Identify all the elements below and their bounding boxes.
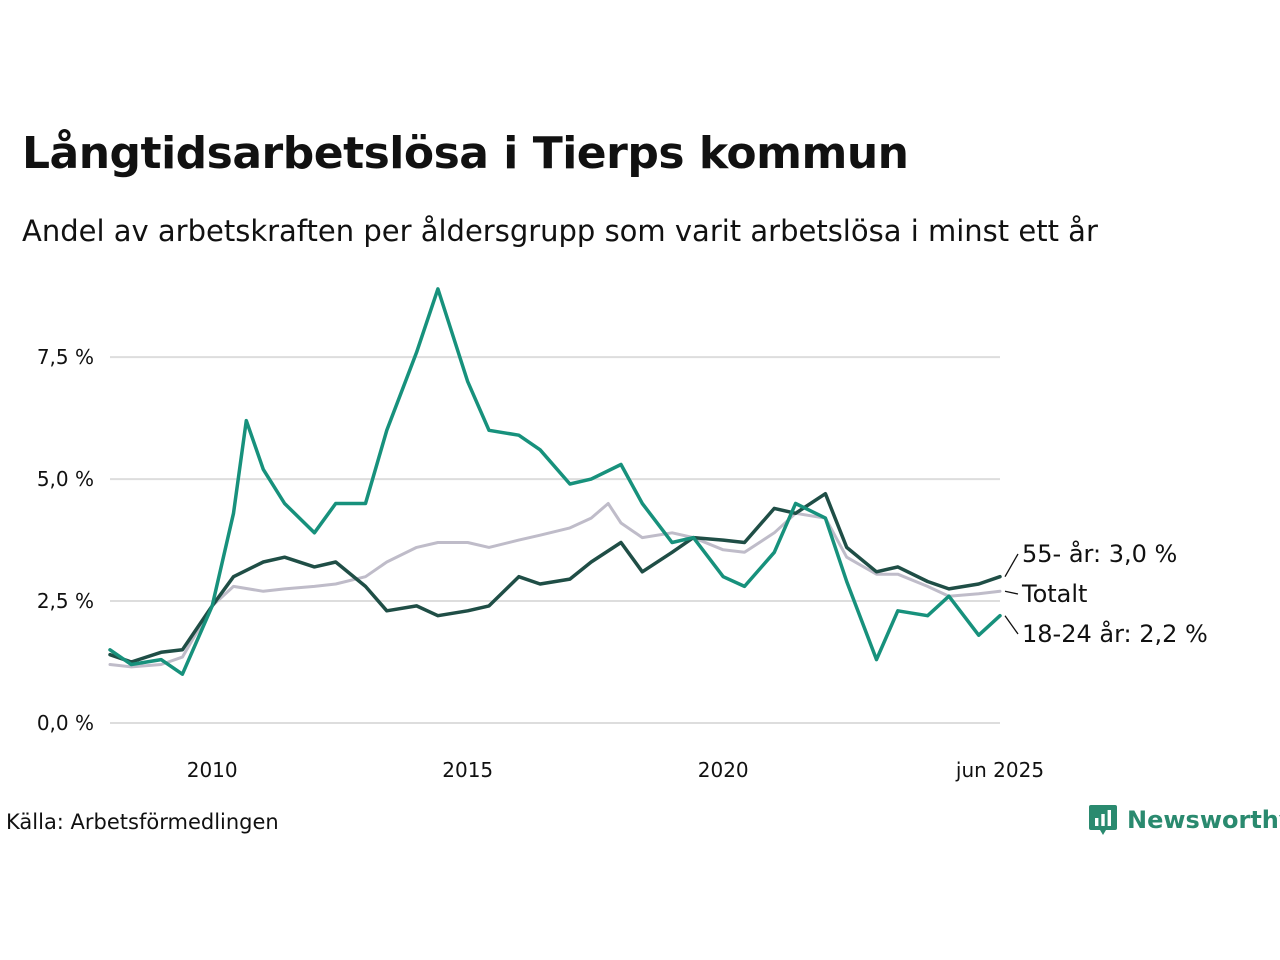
chart-title: Långtidsarbetslösa i Tierps kommun — [22, 128, 909, 179]
series-line-age_55 — [108, 491, 1002, 664]
end-label-leader — [1004, 553, 1019, 577]
brand-name: Newsworthy — [1127, 806, 1280, 834]
x-tick-label: 2015 — [442, 758, 493, 782]
series-end-labels: Totalt 55- år: 3,0 % 18-24 år: 2,2 % — [1004, 539, 1208, 648]
brand-logo[interactable]: Newsworthy — [1088, 803, 1280, 837]
x-axis-tick-labels: 2010 2015 2020 jun 2025 — [187, 758, 1044, 782]
series-line-age_18_24 — [108, 287, 1002, 676]
grid-lines — [110, 356, 1000, 724]
x-tick-label: 2020 — [698, 758, 749, 782]
line-chart: 0,0 % 2,5 % 5,0 % 7,5 % 2010 2015 2020 jun 202… — [37, 287, 1208, 782]
y-tick-label: 2,5 % — [37, 589, 94, 613]
series-end-label-age_18_24: 18-24 år: 2,2 % — [1022, 619, 1208, 648]
y-axis-tick-labels: 0,0 % 2,5 % 5,0 % 7,5 % — [37, 345, 94, 735]
source-note: Källa: Arbetsförmedlingen — [6, 810, 279, 834]
x-tick-label: 2010 — [187, 758, 238, 782]
end-label-leader — [1004, 590, 1019, 595]
y-tick-label: 5,0 % — [37, 467, 94, 491]
y-tick-label: 0,0 % — [37, 711, 94, 735]
series-line-total — [108, 502, 1002, 669]
series-end-label-age_55: 55- år: 3,0 % — [1022, 539, 1177, 568]
x-tick-label: jun 2025 — [955, 758, 1044, 782]
series-lines — [108, 287, 1002, 676]
y-tick-label: 7,5 % — [37, 345, 94, 369]
bar-chart-speech-bubble-icon — [1089, 805, 1117, 835]
series-end-label-total: Totalt — [1021, 580, 1087, 608]
end-label-leader — [1004, 615, 1019, 635]
chart-subtitle: Andel av arbetskraften per åldersgrupp s… — [22, 214, 1098, 248]
